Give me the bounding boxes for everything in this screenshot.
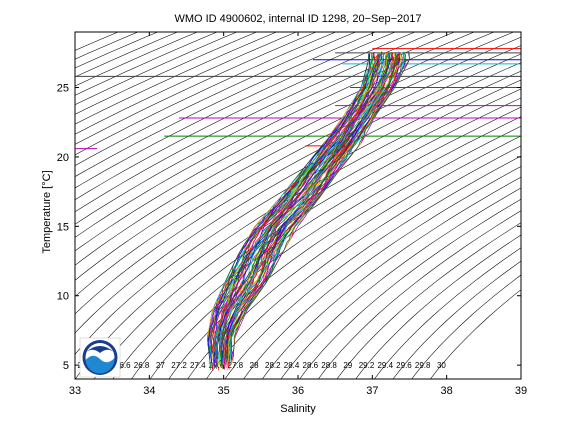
density-contour-line <box>75 32 317 145</box>
ts-profile-line <box>226 54 405 371</box>
x-tick-label: 39 <box>515 385 527 397</box>
x-tick-label: 34 <box>143 385 155 397</box>
density-contour-label: 29.2 <box>359 361 375 370</box>
density-contour-line <box>75 53 521 315</box>
density-contour-line <box>75 32 515 266</box>
density-contour-line <box>336 222 521 379</box>
density-contour-line <box>299 198 521 379</box>
x-tick-label: 37 <box>366 385 378 397</box>
density-contour-line <box>75 62 521 334</box>
density-contour-line <box>430 289 521 379</box>
density-contour-line <box>75 36 521 281</box>
y-tick-label: 15 <box>57 221 69 233</box>
density-contour-label: 28.8 <box>321 361 337 370</box>
density-contour-line <box>75 32 218 96</box>
density-contour-line <box>75 32 298 135</box>
density-contour-line <box>75 32 475 238</box>
ts-profile-line <box>221 53 396 370</box>
x-tick-label: 35 <box>218 385 230 397</box>
ts-profile-line <box>217 54 387 360</box>
density-contour-line <box>75 32 337 156</box>
density-contour-line <box>75 32 238 106</box>
density-contour-label: 29.6 <box>396 361 412 370</box>
x-tick-label: 36 <box>292 385 304 397</box>
ts-profile-line <box>209 54 376 364</box>
ts-profile-line <box>218 52 390 365</box>
density-contour-line <box>392 260 521 379</box>
ts-profile-line <box>207 54 371 364</box>
density-contour-line <box>112 97 521 379</box>
ts-profile-line <box>219 53 390 363</box>
ts-profile-line <box>230 53 410 363</box>
density-contour-line <box>75 32 199 87</box>
density-contour-line <box>75 32 258 115</box>
density-contour-line <box>149 116 521 379</box>
density-contour-label: 27.4 <box>190 361 206 370</box>
ts-profile-line <box>222 54 395 360</box>
density-contour-line <box>75 32 278 125</box>
density-contour-line <box>75 32 396 189</box>
ts-profile-line <box>232 52 410 362</box>
x-axis-label: Salinity <box>280 403 316 415</box>
density-contour-line <box>75 32 416 201</box>
density-contour-line <box>75 32 456 225</box>
ts-profiles <box>207 51 410 371</box>
x-tick-label: 33 <box>69 385 81 397</box>
ts-profile-line <box>232 51 410 358</box>
density-contour-label: 26.6 <box>115 361 131 370</box>
density-contour-line <box>243 166 521 379</box>
ts-profile-line <box>220 54 390 368</box>
ts-profile-line <box>214 51 382 358</box>
density-contour-label: 30 <box>437 361 446 370</box>
ts-profile-line <box>210 52 376 369</box>
ts-profile-line <box>207 54 374 367</box>
density-contour-line <box>261 176 521 379</box>
density-contour-label: 29.4 <box>377 361 393 370</box>
density-contour-line <box>75 45 521 297</box>
density-contour-line <box>75 70 521 355</box>
density-contour-label: 28.2 <box>265 361 281 370</box>
plot-area: 2121.221.421.621.82222.222.422.622.82323… <box>75 32 521 379</box>
density-contour-label: 29 <box>343 361 352 370</box>
density-contour-line <box>355 234 521 379</box>
density-contour-line <box>75 32 436 213</box>
y-tick-label: 5 <box>63 360 69 372</box>
density-contour-line <box>374 247 521 379</box>
chart-title: WMO ID 4900602, internal ID 1298, 20−Sep… <box>174 13 421 25</box>
density-contour-line <box>205 145 521 379</box>
ts-profile-line <box>217 54 389 367</box>
ts-profile-line <box>227 51 401 361</box>
density-contour-label: 27.8 <box>228 361 244 370</box>
ts-profile-line <box>221 51 394 361</box>
density-contour-label: 28.4 <box>284 361 300 370</box>
ts-profile-line <box>209 54 374 368</box>
y-axis-ticks: 5 10 15 20 25 <box>57 83 521 372</box>
density-contour-line <box>93 88 521 379</box>
density-contour-label: 26.8 <box>134 361 150 370</box>
density-contour-label: 28.6 <box>303 361 319 370</box>
density-contour-line <box>75 32 377 177</box>
density-contour-line <box>317 210 521 379</box>
density-contour-line <box>411 274 521 379</box>
ts-profile-line <box>212 53 379 370</box>
density-contour-label: 27.2 <box>171 361 187 370</box>
ts-profile-line <box>229 52 404 362</box>
ts-profile-line <box>232 53 410 363</box>
density-contour-line <box>131 106 521 379</box>
y-tick-label: 25 <box>57 83 69 95</box>
y-tick-label: 10 <box>57 291 69 303</box>
x-tick-label: 38 <box>441 385 453 397</box>
density-contour-label: 27 <box>156 361 165 370</box>
y-axis-label: Temperature [°C] <box>41 170 53 253</box>
x-axis-ticks: 33 34 35 36 37 38 39 <box>69 32 527 397</box>
density-contour-line <box>280 187 521 379</box>
density-contour-label: 28 <box>250 361 259 370</box>
density-contour-line <box>75 32 357 166</box>
density-contour-line <box>224 155 521 379</box>
ts-profile-line <box>225 54 400 367</box>
y-tick-label: 20 <box>57 152 69 164</box>
noaa-logo <box>79 337 121 378</box>
density-contour-label: 29.8 <box>415 361 431 370</box>
